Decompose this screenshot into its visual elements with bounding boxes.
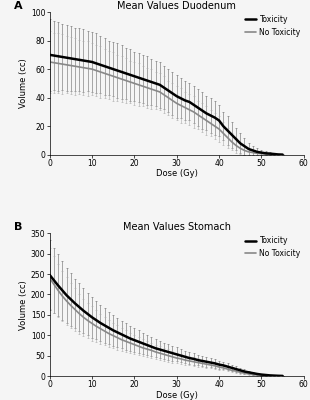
Line: No Toxicity: No Toxicity — [50, 62, 283, 155]
Toxicity — [132, 74, 136, 79]
Toxicity — [179, 353, 183, 358]
Toxicity — [52, 53, 56, 58]
Toxicity — [48, 52, 51, 57]
Toxicity — [281, 152, 285, 157]
Line: Toxicity: Toxicity — [50, 55, 283, 155]
No Toxicity — [281, 374, 285, 378]
Toxicity — [226, 364, 229, 369]
Toxicity — [52, 278, 56, 282]
Line: No Toxicity: No Toxicity — [50, 278, 283, 376]
Text: B: B — [14, 222, 22, 232]
Toxicity — [281, 374, 285, 378]
Toxicity — [192, 102, 196, 107]
X-axis label: Dose (Gy): Dose (Gy) — [156, 390, 198, 400]
Text: A: A — [14, 0, 23, 10]
No Toxicity — [179, 103, 183, 108]
Toxicity — [200, 108, 204, 113]
Line: Toxicity: Toxicity — [50, 275, 283, 376]
No Toxicity — [48, 60, 51, 64]
Toxicity — [200, 358, 204, 363]
Title: Mean Values Stomach: Mean Values Stomach — [123, 222, 231, 232]
Y-axis label: Volume (cc): Volume (cc) — [19, 280, 28, 330]
Legend: Toxicity, No Toxicity: Toxicity, No Toxicity — [243, 14, 302, 38]
Title: Mean Values Duodenum: Mean Values Duodenum — [117, 1, 236, 11]
Toxicity — [192, 356, 196, 361]
Y-axis label: Volume (cc): Volume (cc) — [19, 58, 28, 108]
Toxicity — [226, 128, 229, 133]
No Toxicity — [52, 60, 56, 65]
No Toxicity — [52, 282, 56, 287]
No Toxicity — [200, 115, 204, 120]
No Toxicity — [48, 276, 51, 280]
No Toxicity — [192, 359, 196, 364]
Legend: Toxicity, No Toxicity: Toxicity, No Toxicity — [243, 235, 302, 260]
X-axis label: Dose (Gy): Dose (Gy) — [156, 169, 198, 178]
No Toxicity — [200, 361, 204, 366]
Toxicity — [48, 272, 51, 277]
No Toxicity — [192, 110, 196, 114]
No Toxicity — [281, 152, 285, 157]
Toxicity — [132, 338, 136, 342]
No Toxicity — [179, 356, 183, 361]
No Toxicity — [132, 81, 136, 86]
Toxicity — [179, 96, 183, 101]
No Toxicity — [226, 367, 229, 372]
No Toxicity — [226, 135, 229, 140]
No Toxicity — [132, 342, 136, 347]
